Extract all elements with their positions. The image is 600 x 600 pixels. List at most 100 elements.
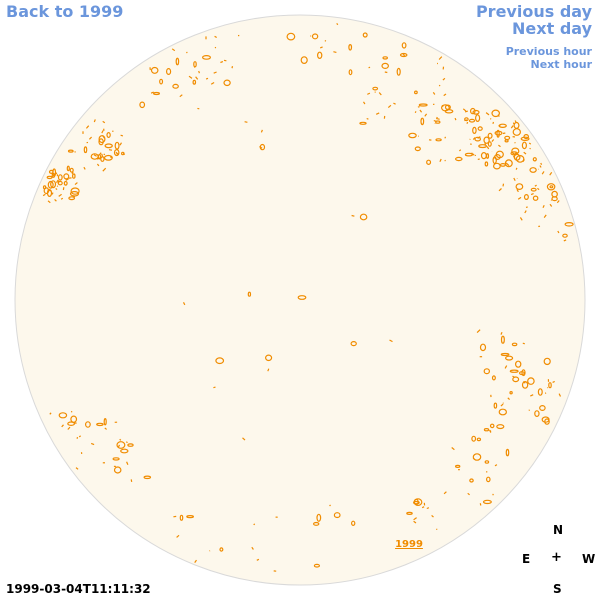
contour-mark <box>498 123 507 129</box>
contour-mark <box>83 146 88 154</box>
contour-mark <box>120 134 124 137</box>
contour-mark <box>112 457 120 461</box>
previous-hour-link[interactable]: Previous hour <box>505 45 592 58</box>
contour-mark <box>65 178 69 181</box>
contour-mark <box>223 59 227 62</box>
contour-mark <box>522 381 526 384</box>
contour-mark <box>556 200 560 204</box>
contour-mark <box>539 405 546 412</box>
contour-mark <box>435 120 441 124</box>
contour-mark <box>424 113 428 117</box>
contour-mark <box>166 67 172 75</box>
contour-mark <box>483 368 490 375</box>
contour-mark <box>413 517 417 521</box>
contour-mark <box>516 188 519 193</box>
contour-mark <box>493 162 501 170</box>
contour-mark <box>511 147 520 155</box>
contour-mark <box>85 125 90 129</box>
contour-mark <box>179 94 183 98</box>
contour-mark <box>182 302 186 306</box>
contour-mark <box>67 426 71 430</box>
contour-mark <box>267 368 270 372</box>
contour-mark <box>426 159 432 165</box>
compass-center: + <box>551 550 562 565</box>
contour-mark <box>471 435 477 442</box>
contour-mark <box>499 162 506 167</box>
next-day-link[interactable]: Next day <box>512 19 592 38</box>
contour-mark <box>451 447 455 451</box>
contour-mark <box>485 476 491 483</box>
contour-mark <box>512 128 522 136</box>
contour-mark <box>58 412 68 419</box>
contour-mark <box>47 200 51 204</box>
contour-mark <box>563 239 567 242</box>
contour-mark <box>96 163 100 167</box>
contour-mark <box>99 155 104 159</box>
contour-mark <box>368 66 371 69</box>
contour-mark <box>477 126 483 131</box>
contour-mark <box>489 118 492 120</box>
contour-mark <box>546 387 549 389</box>
contour-mark <box>300 56 308 64</box>
contour-mark <box>515 167 518 170</box>
contour-mark <box>375 112 380 115</box>
contour-mark <box>542 205 545 209</box>
contour-mark <box>530 193 534 196</box>
contour-mark <box>297 295 307 300</box>
contour-mark <box>469 138 471 141</box>
back-to-year-link[interactable]: Back to 1999 <box>6 2 124 21</box>
contour-mark <box>317 51 323 60</box>
contour-mark <box>541 416 550 423</box>
contour-mark <box>509 391 513 395</box>
contour-mark <box>313 521 320 526</box>
contour-mark <box>524 210 527 214</box>
contour-mark <box>527 377 535 385</box>
contour-mark <box>195 76 199 80</box>
contour-mark <box>480 152 487 160</box>
contour-mark <box>176 534 180 538</box>
contour-mark <box>529 167 537 173</box>
contour-mark <box>504 159 513 168</box>
contour-mark <box>90 442 95 446</box>
contour-mark <box>75 467 79 470</box>
contour-mark <box>469 478 474 483</box>
contour-mark <box>418 103 428 107</box>
contour-mark <box>42 185 47 190</box>
contour-mark <box>564 222 574 227</box>
contour-mark <box>46 175 53 180</box>
contour-mark <box>69 191 80 197</box>
contour-mark <box>387 104 392 109</box>
contour-mark <box>61 424 64 428</box>
contour-mark <box>539 165 542 168</box>
contour-mark <box>101 153 103 157</box>
disk-year-link[interactable]: 1999 <box>395 539 423 550</box>
contour-mark <box>106 132 111 139</box>
contour-mark <box>103 154 113 161</box>
contour-mark <box>549 185 554 189</box>
contour-mark <box>537 187 540 191</box>
contour-mark <box>549 203 553 207</box>
contour-mark <box>70 187 80 195</box>
contour-mark <box>431 514 434 518</box>
next-hour-link[interactable]: Next hour <box>530 58 593 71</box>
contour-mark <box>413 498 419 506</box>
previous-day-link[interactable]: Previous day <box>475 2 592 21</box>
contour-mark <box>500 403 504 407</box>
contour-mark <box>483 428 490 432</box>
contour-mark <box>126 461 129 465</box>
contour-mark <box>523 151 527 155</box>
contour-mark <box>378 92 382 96</box>
contour-mark <box>389 339 393 343</box>
contour-mark <box>253 523 256 526</box>
contour-mark <box>528 142 532 145</box>
contour-mark <box>102 120 106 124</box>
contour-mark <box>557 230 560 234</box>
contour-mark <box>476 437 482 442</box>
contour-mark <box>213 386 216 389</box>
contour-mark <box>121 151 125 156</box>
contour-mark <box>482 499 492 505</box>
contour-mark <box>491 109 501 118</box>
contour-mark <box>399 52 408 58</box>
contour-mark <box>498 144 501 148</box>
contour-mark <box>67 421 75 427</box>
